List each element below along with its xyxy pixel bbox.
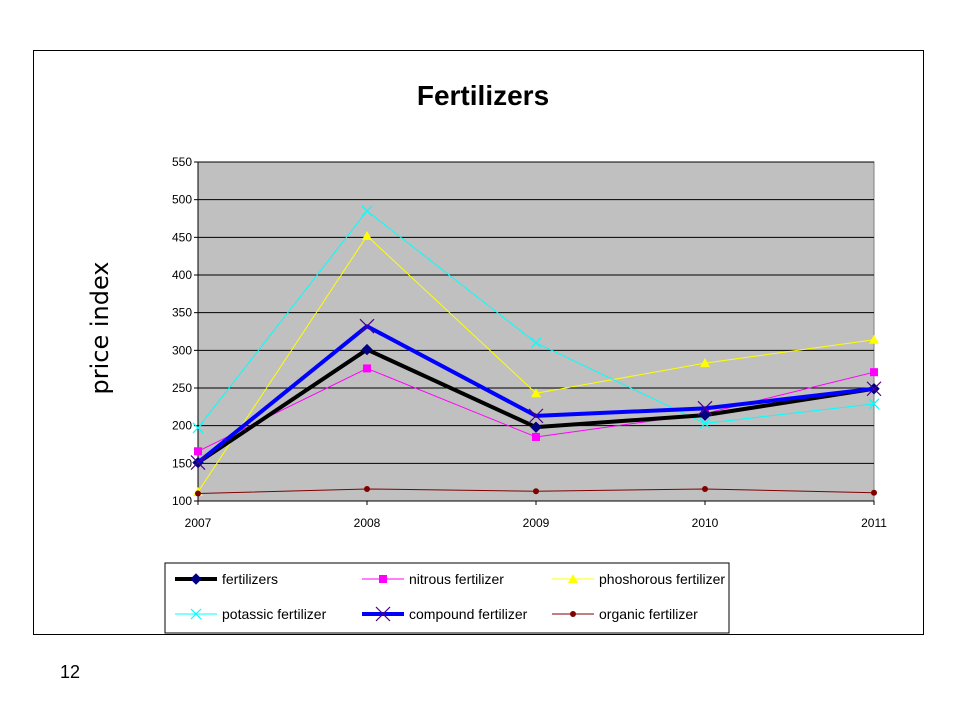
legend-item: potassic fertilizer [175,606,327,622]
x-tick-label: 2008 [354,516,381,530]
legend-label: potassic fertilizer [222,606,327,622]
data-point [194,447,202,456]
x-tick-label: 2009 [523,516,550,530]
data-point [869,334,879,344]
series-compound-fertilizer [190,318,882,471]
data-point [532,432,540,441]
data-point [699,409,711,421]
data-point [699,417,711,429]
data-point [570,611,576,617]
y-tick-label: 550 [172,155,192,169]
y-tick-label: 250 [172,381,192,395]
data-point [530,337,542,349]
data-point [362,230,372,240]
legend-item: compound fertilizer [362,606,528,622]
x-tick-label: 2011 [861,516,887,530]
data-point [190,573,202,585]
data-point [375,606,391,622]
y-tick-label: 200 [172,419,192,433]
data-point [364,485,370,492]
y-tick-label: 450 [172,230,192,244]
data-point [195,490,201,497]
data-point [190,455,206,471]
data-point [700,358,710,368]
y-axis-label: price index [86,261,114,394]
data-point [531,388,541,398]
data-point [530,421,542,433]
y-tick-label: 500 [172,193,192,207]
data-point [568,574,578,583]
legend [164,562,730,634]
data-point [868,398,880,410]
x-tick-label: 2007 [185,516,212,530]
legend-label: phoshorous fertilizer [599,571,725,587]
legend-item: fertilizers [175,571,278,587]
data-point [379,575,387,583]
y-tick-label: 150 [172,456,192,470]
legend-label: organic fertilizer [599,606,698,622]
data-point [190,608,202,620]
series-potassic-fertilizer [192,205,880,434]
series-organic-fertilizer [195,485,877,497]
data-point [528,408,544,424]
page-number: 12 [60,662,81,682]
legend-item: organic fertilizer [552,606,698,622]
data-point [533,488,539,495]
legend-item: phoshorous fertilizer [552,571,725,587]
data-point [870,368,878,377]
data-point [359,318,375,334]
legend-label: nitrous fertilizer [409,571,504,587]
y-tick-label: 300 [172,343,192,357]
legend-label: compound fertilizer [409,606,528,622]
data-point [866,381,882,397]
data-point [192,422,204,434]
legend-item: nitrous fertilizer [362,571,504,587]
data-point [697,400,713,416]
data-point [363,364,371,373]
legend-label: fertilizers [222,571,278,587]
data-point [361,343,373,356]
y-tick-label: 350 [172,306,192,320]
y-tick-label: 100 [172,494,192,508]
data-point [702,485,708,492]
plot-area [197,161,875,502]
x-tick-label: 2010 [692,516,719,530]
y-tick-label: 400 [172,268,192,282]
data-point [871,489,877,496]
chart-title: Fertilizers [417,80,549,111]
data-point [361,205,373,217]
